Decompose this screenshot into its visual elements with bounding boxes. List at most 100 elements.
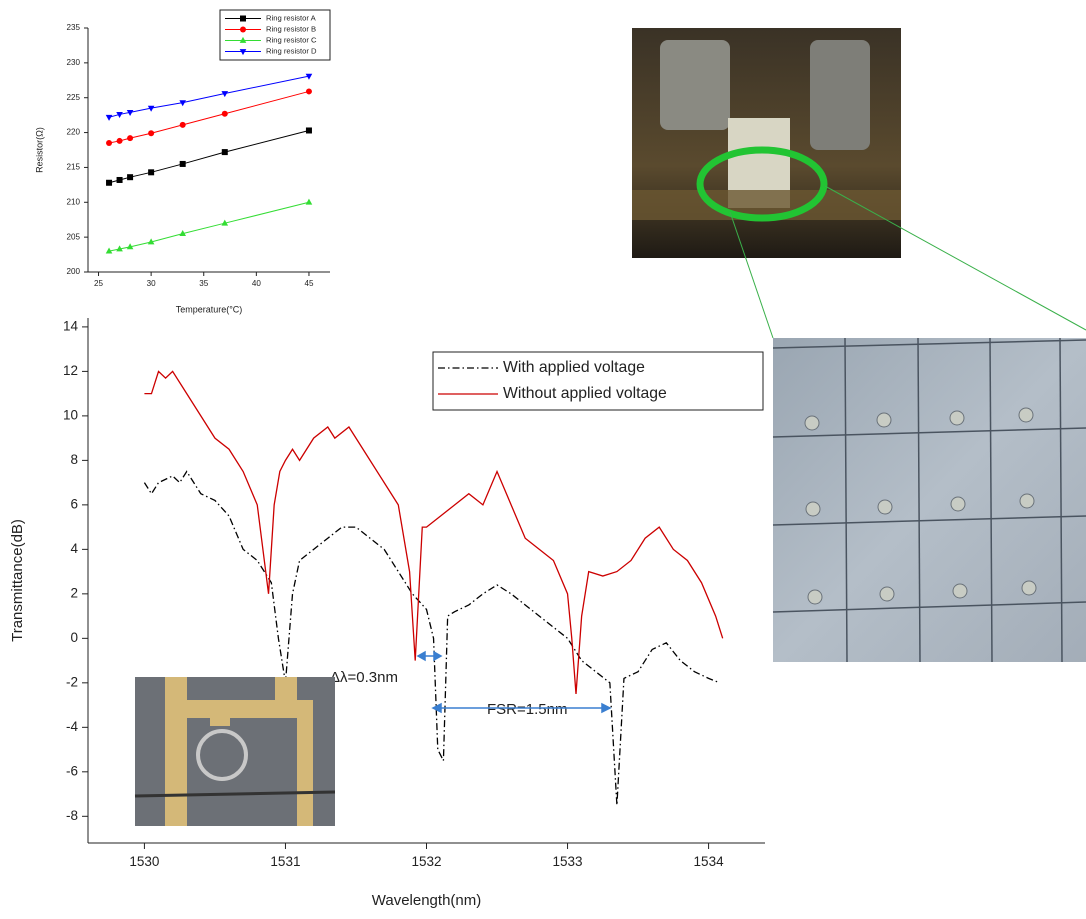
y-tick-label: 210 [66, 197, 80, 206]
marker [148, 169, 155, 176]
marker [179, 230, 186, 237]
x-tick-label: 1534 [694, 854, 725, 869]
legend-label: With applied voltage [503, 359, 645, 376]
x-tick-label: 25 [94, 279, 104, 288]
waveguide [134, 790, 336, 798]
zoom-line [824, 185, 1086, 331]
x-tick-label: 45 [304, 279, 314, 288]
marker [105, 247, 113, 254]
marker [179, 121, 186, 128]
y-tick-label: 12 [63, 363, 78, 378]
y-tick-label: 2 [70, 585, 78, 600]
x-tick-label: 1532 [411, 854, 441, 869]
electrodes [165, 677, 313, 826]
x-axis-label: Temperature(°C) [176, 304, 243, 314]
marker [105, 114, 113, 121]
marker [240, 26, 246, 33]
series-line [108, 201, 310, 252]
marker [305, 127, 312, 134]
marker [127, 174, 134, 181]
y-tick-label: 14 [63, 318, 79, 333]
legend-label: Ring resistor C [266, 36, 317, 45]
series-line [108, 75, 310, 118]
x-tick-label: 35 [199, 279, 209, 288]
marker [305, 198, 313, 205]
marker [148, 130, 155, 137]
legend-label: Ring resistor A [266, 14, 317, 23]
legend: Ring resistor A Ring resistor B Ring resis… [219, 9, 331, 61]
chart: 1530 1531 1532 1533 1534 -8 -6 -4 -2 0 2 4 6 8 10 12 14 W… [9, 318, 765, 909]
legend: With applied voltage Without applied volt… [432, 351, 764, 411]
y-tick-label: -6 [66, 763, 78, 778]
x-tick-label: 30 [147, 279, 157, 288]
x-tick-label: 1531 [270, 854, 300, 869]
marker [305, 73, 313, 80]
legend-label: Ring resistor B [266, 25, 316, 34]
x-axis-label: Wavelength(nm) [372, 892, 481, 909]
marker [126, 243, 134, 250]
chart: 25 30 35 40 45 200 205 210 215 220 225 230 235 Temper… [34, 9, 331, 314]
marker [239, 49, 247, 56]
marker [305, 88, 312, 95]
charts: 25 30 35 40 45200205210215220225230235Temper… [9, 9, 765, 909]
marker [221, 149, 228, 156]
y-tick-label: -8 [66, 808, 78, 823]
microscope-photo [773, 338, 1086, 662]
series-line [143, 470, 721, 806]
y-tick-label: 220 [66, 128, 80, 137]
photos [134, 28, 1086, 826]
highlight-ellipse [696, 146, 828, 222]
legend-label: Ring resistor D [266, 47, 317, 56]
x-tick-label: 40 [252, 279, 262, 288]
legend-label: Without applied voltage [503, 385, 667, 402]
marker [221, 219, 229, 226]
y-tick-label: 0 [70, 630, 78, 645]
ring [196, 729, 248, 781]
marker [179, 160, 186, 167]
y-tick-label: 200 [66, 267, 80, 276]
probe-left [660, 40, 730, 130]
x-tick-label: 1533 [553, 854, 583, 869]
microscope-pads [804, 407, 1037, 605]
marker [106, 179, 113, 186]
marker [240, 15, 246, 22]
marker [116, 245, 123, 252]
marker [106, 140, 113, 147]
y-axis-label: Resistor(Ω) [34, 127, 44, 173]
marker [147, 105, 155, 112]
y-tick-label: 215 [66, 163, 80, 172]
y-tick-label: 235 [66, 23, 80, 32]
y-tick-label: 225 [66, 93, 80, 102]
annotation: FSR=1.5nm [487, 701, 567, 718]
x-tick-label: 1530 [129, 854, 159, 869]
microscope-grid [772, 337, 1086, 663]
marker [127, 135, 134, 142]
marker [221, 110, 228, 117]
y-tick-label: 205 [66, 232, 80, 241]
probe-right [810, 40, 870, 150]
y-tick-label: 4 [70, 541, 78, 556]
legend-box [432, 351, 764, 411]
y-tick-label: -4 [66, 719, 78, 734]
y-tick-label: 230 [66, 58, 80, 67]
series-line [144, 370, 724, 695]
marker [239, 36, 247, 43]
annotation: Δλ=0.3nm [330, 669, 398, 686]
y-tick-label: -2 [66, 674, 78, 689]
marker [116, 137, 123, 144]
y-tick-label: 8 [70, 452, 78, 467]
marker [116, 176, 123, 183]
series-line [108, 129, 310, 184]
marker [147, 238, 155, 245]
y-tick-label: 10 [63, 407, 78, 422]
y-axis-label: Transmittance(dB) [9, 519, 26, 642]
zoom-line [729, 211, 774, 339]
annotation-arrows [416, 650, 612, 714]
marker [116, 112, 123, 119]
series-line [108, 90, 310, 144]
marker [221, 91, 229, 98]
y-tick-label: 6 [70, 496, 78, 511]
marker [126, 109, 134, 116]
marker [179, 100, 186, 107]
